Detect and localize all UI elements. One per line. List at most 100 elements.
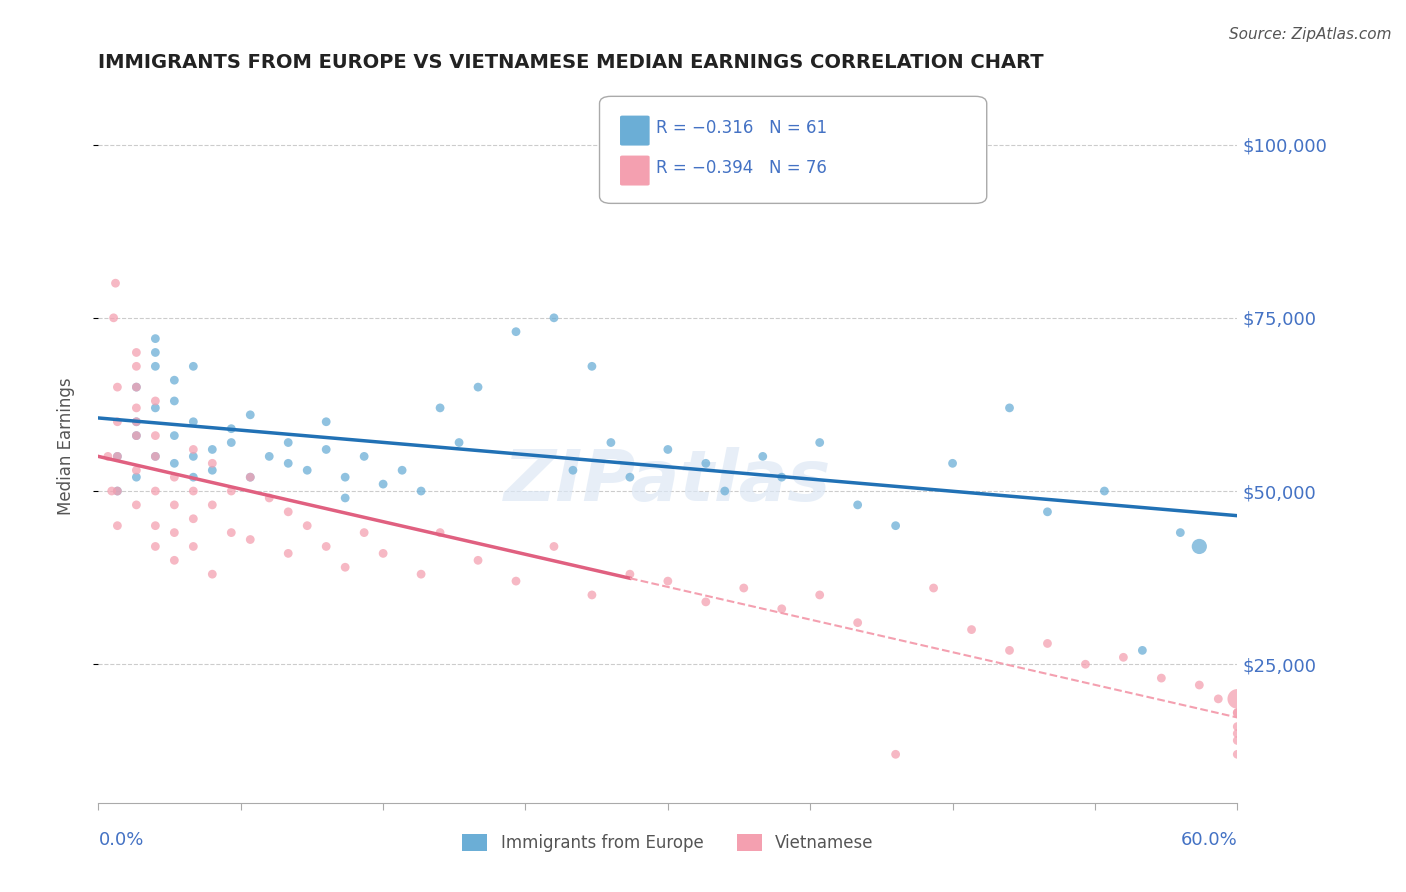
- Point: [505, 325, 527, 339]
- Point: [657, 442, 679, 457]
- Point: [1208, 691, 1230, 706]
- Point: [163, 498, 186, 512]
- Point: [277, 456, 299, 470]
- Point: [201, 442, 224, 457]
- Point: [163, 373, 186, 387]
- Point: [145, 332, 167, 346]
- Point: [221, 435, 243, 450]
- Point: [1074, 657, 1097, 672]
- Point: [770, 470, 793, 484]
- Point: [335, 491, 357, 505]
- Point: [277, 546, 299, 560]
- Point: [201, 463, 224, 477]
- Point: [846, 498, 869, 512]
- Point: [239, 470, 262, 484]
- Point: [1036, 505, 1059, 519]
- Point: [125, 415, 148, 429]
- Point: [998, 643, 1021, 657]
- Point: [315, 442, 337, 457]
- FancyBboxPatch shape: [620, 116, 650, 145]
- Text: R = −0.394   N = 76: R = −0.394 N = 76: [657, 160, 827, 178]
- Point: [543, 540, 565, 554]
- Point: [942, 456, 965, 470]
- Point: [353, 525, 375, 540]
- Point: [201, 498, 224, 512]
- Text: ZIPatlas: ZIPatlas: [505, 447, 831, 516]
- Point: [145, 518, 167, 533]
- Point: [163, 456, 186, 470]
- Legend: Immigrants from Europe, Vietnamese: Immigrants from Europe, Vietnamese: [456, 827, 880, 859]
- Point: [1094, 483, 1116, 498]
- Point: [125, 359, 148, 374]
- Point: [125, 428, 148, 442]
- Point: [315, 415, 337, 429]
- Point: [125, 463, 148, 477]
- Point: [1132, 643, 1154, 657]
- Point: [1188, 540, 1211, 554]
- Point: [277, 435, 299, 450]
- Point: [145, 450, 167, 464]
- Point: [201, 456, 224, 470]
- Point: [808, 588, 831, 602]
- Point: [163, 470, 186, 484]
- Point: [239, 533, 262, 547]
- Point: [221, 422, 243, 436]
- Point: [714, 483, 737, 498]
- Point: [1036, 636, 1059, 650]
- Point: [1188, 678, 1211, 692]
- Point: [657, 574, 679, 588]
- Point: [183, 540, 205, 554]
- Point: [770, 602, 793, 616]
- Point: [411, 567, 433, 582]
- Point: [277, 505, 299, 519]
- Point: [752, 450, 775, 464]
- Point: [163, 428, 186, 442]
- Point: [1112, 650, 1135, 665]
- Text: Source: ZipAtlas.com: Source: ZipAtlas.com: [1229, 27, 1392, 42]
- Point: [467, 380, 489, 394]
- Point: [163, 525, 186, 540]
- Point: [1226, 706, 1249, 720]
- Point: [581, 588, 603, 602]
- Point: [467, 553, 489, 567]
- Point: [960, 623, 983, 637]
- Point: [695, 595, 717, 609]
- Point: [107, 380, 129, 394]
- Point: [449, 435, 471, 450]
- Point: [125, 401, 148, 415]
- Point: [335, 470, 357, 484]
- Point: [884, 518, 907, 533]
- Point: [998, 401, 1021, 415]
- Point: [315, 540, 337, 554]
- Point: [145, 450, 167, 464]
- Point: [259, 491, 281, 505]
- Point: [1170, 525, 1192, 540]
- Point: [107, 450, 129, 464]
- Point: [107, 450, 129, 464]
- Point: [125, 415, 148, 429]
- Point: [183, 483, 205, 498]
- Point: [183, 470, 205, 484]
- Point: [183, 359, 205, 374]
- Point: [107, 483, 129, 498]
- Y-axis label: Median Earnings: Median Earnings: [56, 377, 75, 515]
- Point: [619, 567, 641, 582]
- Point: [1226, 706, 1249, 720]
- Point: [239, 408, 262, 422]
- FancyBboxPatch shape: [620, 155, 650, 186]
- Point: [695, 456, 717, 470]
- Point: [411, 483, 433, 498]
- Point: [145, 359, 167, 374]
- Point: [335, 560, 357, 574]
- Text: 60.0%: 60.0%: [1181, 831, 1237, 849]
- Point: [145, 401, 167, 415]
- Point: [183, 442, 205, 457]
- Point: [125, 380, 148, 394]
- Point: [103, 310, 125, 325]
- Point: [505, 574, 527, 588]
- Point: [733, 581, 755, 595]
- Point: [104, 276, 127, 290]
- Point: [221, 525, 243, 540]
- Point: [145, 394, 167, 409]
- Text: IMMIGRANTS FROM EUROPE VS VIETNAMESE MEDIAN EARNINGS CORRELATION CHART: IMMIGRANTS FROM EUROPE VS VIETNAMESE MED…: [98, 54, 1045, 72]
